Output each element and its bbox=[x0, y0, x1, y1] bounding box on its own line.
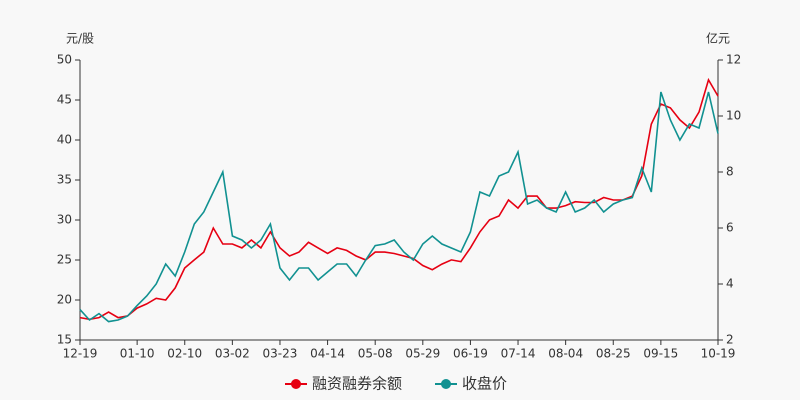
series-line bbox=[79, 77, 719, 321]
x-tick-label: 01-10 bbox=[120, 347, 155, 361]
legend-label: 融资融券余额 bbox=[312, 375, 402, 393]
legend-label: 收盘价 bbox=[462, 375, 507, 393]
x-tick-label: 02-10 bbox=[167, 347, 202, 361]
x-tick-label: 12-19 bbox=[63, 347, 98, 361]
x-tick-label: 05-29 bbox=[405, 347, 440, 361]
y-tick-label: 15 bbox=[57, 333, 72, 347]
y2-tick-label: 8 bbox=[726, 165, 734, 179]
y-tick-label: 45 bbox=[57, 93, 72, 107]
y2-tick-label: 10 bbox=[726, 109, 741, 123]
x-tick-label: 04-14 bbox=[310, 347, 345, 361]
y-tick-label: 20 bbox=[57, 293, 72, 307]
y-axis-title: 元/股 bbox=[66, 32, 94, 46]
y2-tick-label: 6 bbox=[726, 221, 734, 235]
y-tick-label: 35 bbox=[57, 173, 72, 187]
y2-axis-title: 亿元 bbox=[706, 31, 730, 46]
x-tick-label: 03-23 bbox=[263, 347, 298, 361]
legend: 融资融券余额 收盘价 bbox=[285, 375, 507, 393]
y2-tick-label: 2 bbox=[726, 333, 734, 347]
y2-tick-label: 4 bbox=[726, 277, 734, 291]
x-tick-label: 09-15 bbox=[643, 347, 678, 361]
x-tick-label: 08-25 bbox=[596, 347, 631, 361]
series-line bbox=[79, 91, 719, 323]
x-tick-label: 03-02 bbox=[215, 347, 250, 361]
y-tick-label: 50 bbox=[57, 53, 72, 67]
y-tick-label: 30 bbox=[57, 213, 72, 227]
x-tick-label: 08-04 bbox=[548, 347, 583, 361]
x-tick-label: 06-19 bbox=[453, 347, 488, 361]
x-tick-label: 05-08 bbox=[358, 347, 393, 361]
legend-marker bbox=[291, 379, 301, 389]
y-tick-label: 40 bbox=[57, 133, 72, 147]
y-tick-label: 25 bbox=[57, 253, 72, 267]
x-tick-label: 10-19 bbox=[701, 347, 736, 361]
legend-marker bbox=[441, 379, 451, 389]
y2-tick-label: 12 bbox=[726, 53, 741, 67]
x-tick-label: 07-14 bbox=[501, 347, 536, 361]
